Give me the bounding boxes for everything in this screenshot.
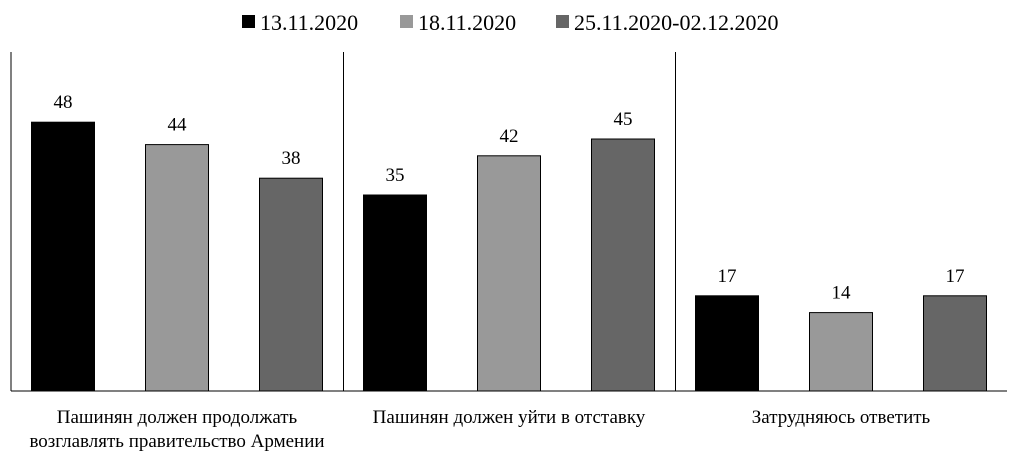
bar [477, 155, 541, 392]
data-label: 38 [282, 148, 301, 169]
bar [809, 312, 873, 392]
data-label: 14 [832, 283, 852, 304]
data-label: 45 [614, 109, 633, 130]
legend-swatch [400, 15, 413, 28]
bar [363, 194, 427, 392]
category-label: Затрудняюсь ответить [752, 407, 931, 428]
category-label: возглавлять правительство Армении [29, 431, 324, 451]
data-label: 44 [168, 115, 188, 136]
data-label: 48 [54, 92, 73, 113]
value-labels: 48 44 38 35 42 45 17 14 17 [54, 92, 965, 303]
category-label: Пашинян должен уйти в отставку [373, 407, 646, 428]
legend-label: 13.11.2020 [260, 10, 358, 35]
legend-swatch [242, 15, 255, 28]
bar [259, 177, 323, 392]
legend-label: 25.11.2020-02.12.2020 [574, 10, 779, 35]
bar [695, 295, 759, 392]
legend: 13.11.2020 18.11.2020 25.11.2020-02.12.202… [242, 10, 779, 35]
bar [31, 121, 95, 392]
bar [591, 138, 655, 392]
legend-swatch [556, 15, 569, 28]
bar [145, 144, 209, 392]
bars [31, 121, 987, 392]
data-label: 35 [386, 165, 405, 186]
category-label: Пашинян должен продолжать [57, 407, 298, 428]
data-label: 17 [946, 266, 965, 287]
bar [923, 295, 987, 392]
legend-label: 18.11.2020 [418, 10, 516, 35]
data-label: 17 [718, 266, 737, 287]
data-label: 42 [500, 126, 519, 147]
category-labels: Пашинян должен продолжать возглавлять пра… [29, 407, 930, 451]
